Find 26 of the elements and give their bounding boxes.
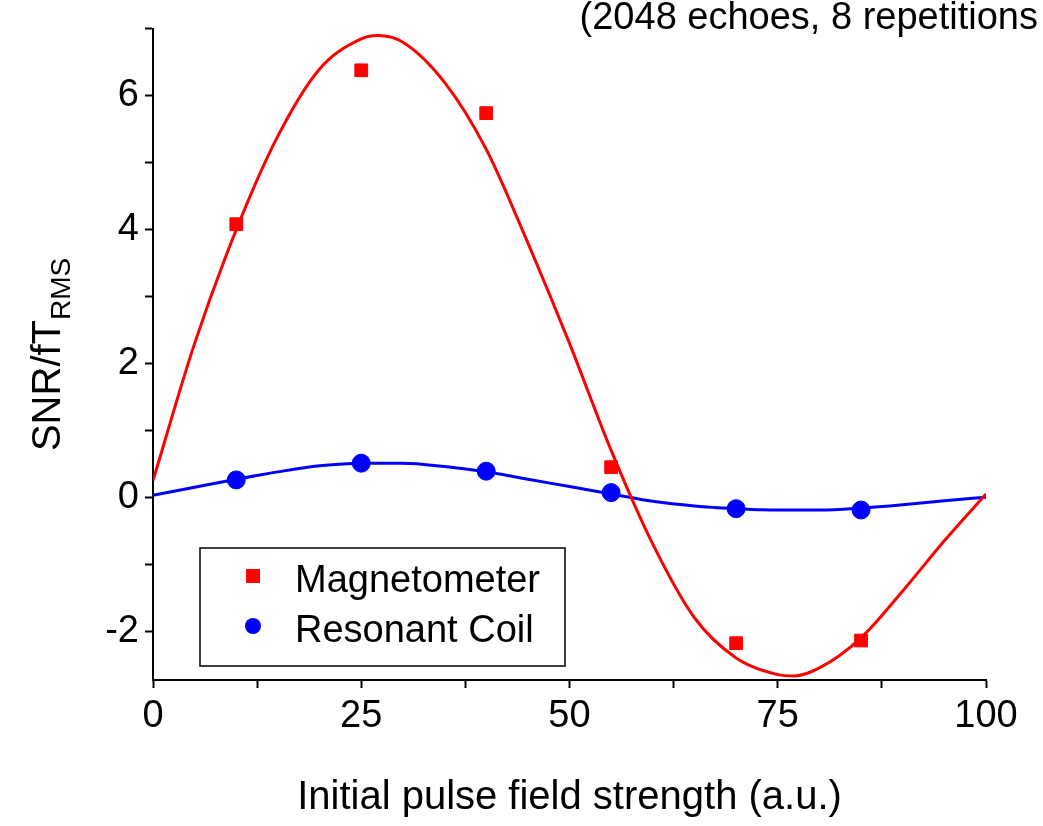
y-tick-label: 4 [117, 206, 139, 249]
point [851, 500, 871, 520]
point [476, 461, 496, 481]
x-tick-label: 75 [756, 693, 799, 736]
legend-label: Resonant Coil [295, 608, 534, 651]
x-tick-label: 100 [954, 693, 1018, 736]
point [604, 460, 619, 475]
x-tick-label: 50 [548, 693, 591, 736]
point [226, 470, 246, 490]
point [854, 633, 868, 648]
point [601, 483, 621, 503]
point [229, 217, 244, 232]
y-tick-label: 0 [117, 473, 139, 516]
y-tick-label: 6 [117, 72, 139, 115]
x-tick-label: 25 [340, 693, 383, 736]
legend-label: Magnetometer [295, 558, 541, 601]
point [726, 499, 746, 519]
point [351, 453, 371, 473]
y-axis-title: SNR/fTRMS [24, 257, 76, 452]
point [479, 106, 494, 120]
x-axis-title: Initial pulse field strength (a.u.) [297, 773, 842, 818]
point [354, 63, 369, 78]
y-tick-label: -2 [105, 607, 139, 650]
chart-title: (2048 echoes, 8 repetitions [579, 0, 1038, 38]
y-tick-label: 2 [117, 339, 139, 382]
point [729, 636, 743, 651]
